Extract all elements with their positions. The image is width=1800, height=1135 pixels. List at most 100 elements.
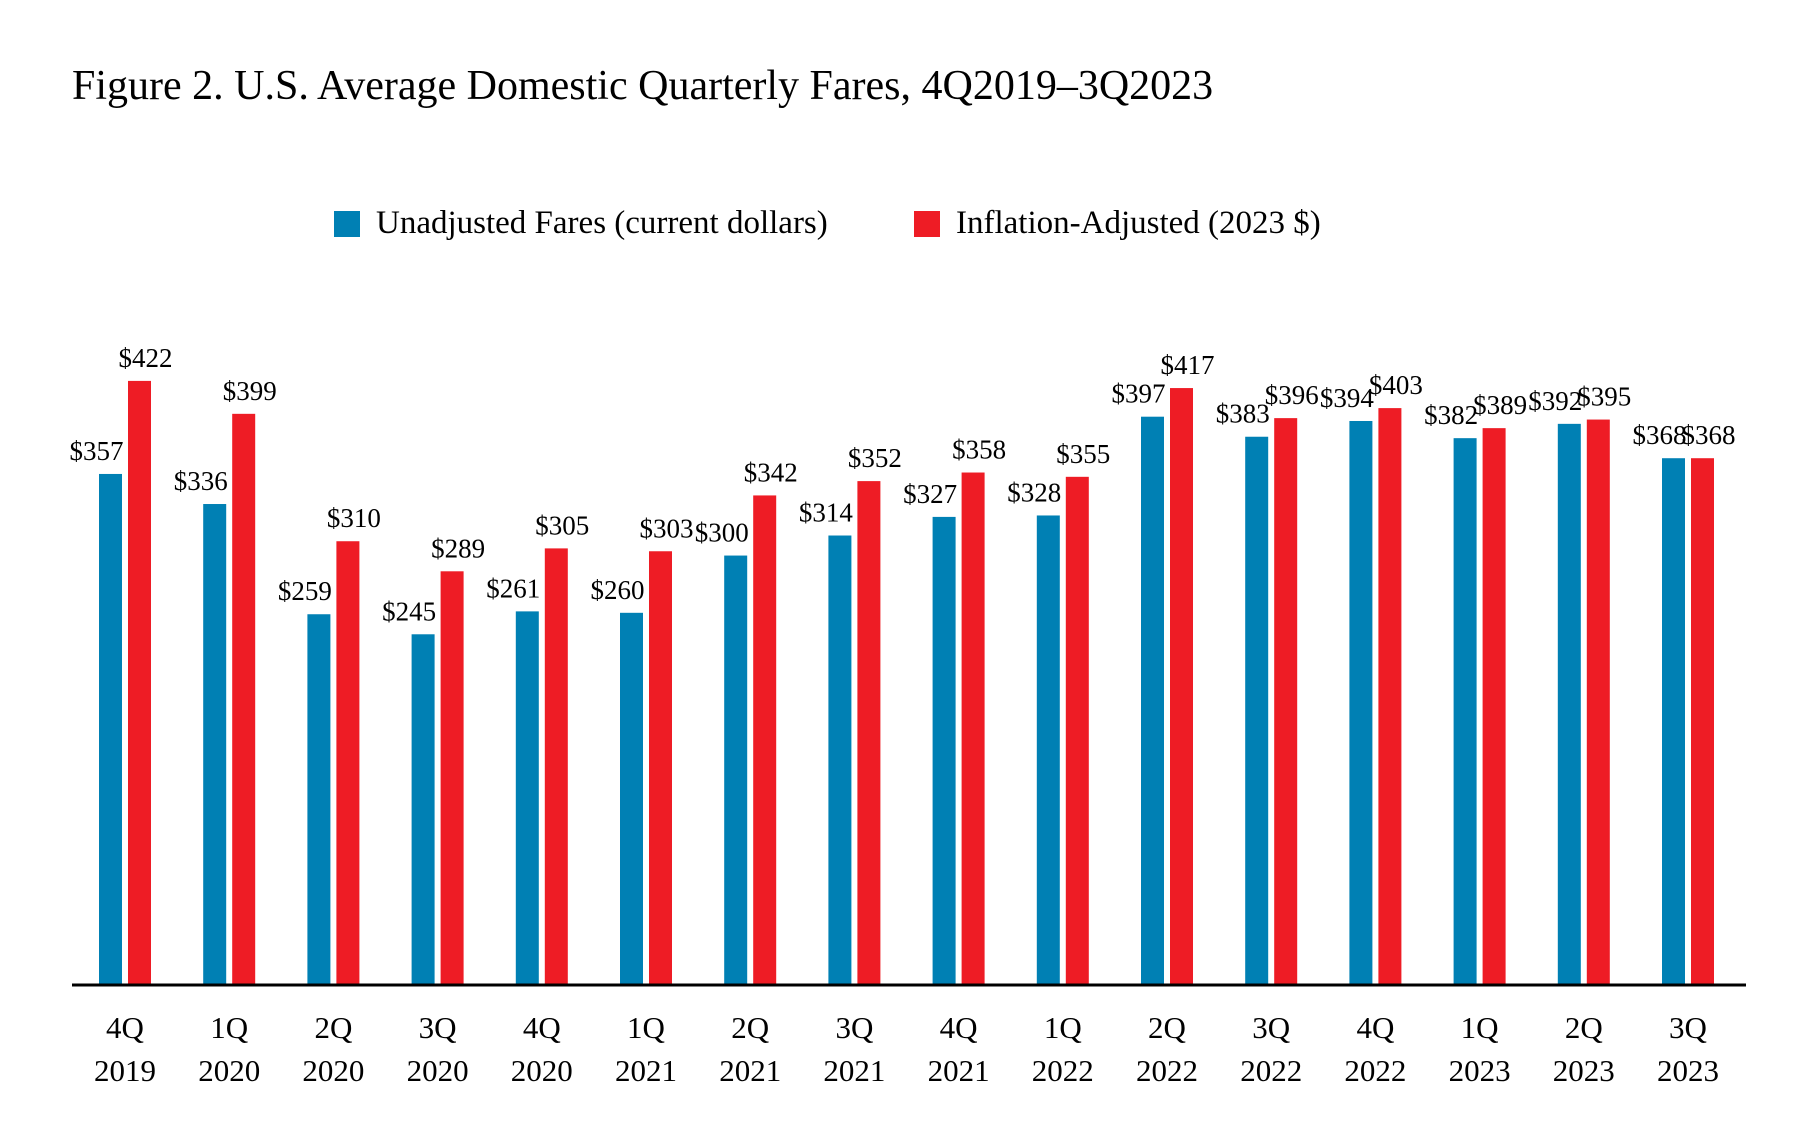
bar-unadjusted-2 — [307, 614, 331, 985]
data-label-inflation-adjusted-13: $389 — [1473, 390, 1527, 420]
data-label-unadjusted-0: $357 — [70, 436, 124, 466]
bar-inflation-adjusted-2 — [336, 541, 360, 985]
bar-unadjusted-6 — [724, 555, 748, 985]
x-tick-label-quarter-4: 4Q — [523, 1010, 561, 1045]
x-tick-label-quarter-12: 4Q — [1356, 1010, 1394, 1045]
x-tick-label-year-6: 2021 — [719, 1053, 781, 1088]
legend-label-unadjusted: Unadjusted Fares (current dollars) — [376, 205, 828, 241]
bar-inflation-adjusted-5 — [649, 551, 672, 985]
x-tick-label-quarter-11: 3Q — [1252, 1010, 1290, 1045]
x-tick-label-year-10: 2022 — [1136, 1053, 1198, 1088]
x-tick-label-year-9: 2022 — [1032, 1053, 1094, 1088]
x-tick-label-quarter-2: 2Q — [314, 1010, 352, 1045]
data-label-inflation-adjusted-11: $396 — [1265, 380, 1319, 410]
data-label-unadjusted-11: $383 — [1216, 399, 1270, 429]
x-tick-label-year-13: 2023 — [1449, 1053, 1511, 1088]
bar-inflation-adjusted-14 — [1586, 419, 1610, 985]
data-label-inflation-adjusted-1: $399 — [223, 376, 277, 406]
legend-swatch-inflation-adjusted — [914, 210, 940, 237]
legend: Unadjusted Fares (current dollars) Infla… — [0, 205, 1800, 255]
x-tick-label-quarter-10: 2Q — [1148, 1010, 1186, 1045]
bar-inflation-adjusted-9 — [1065, 476, 1089, 985]
legend-item-inflation-adjusted: Inflation-Adjusted (2023 $) — [914, 205, 1321, 242]
data-label-inflation-adjusted-12: $403 — [1369, 370, 1423, 400]
bar-unadjusted-10 — [1141, 416, 1164, 986]
data-label-inflation-adjusted-7: $352 — [848, 443, 902, 473]
bar-unadjusted-13 — [1453, 438, 1477, 985]
bar-unadjusted-0 — [99, 473, 122, 985]
x-tick-label-year-0: 2019 — [94, 1053, 156, 1088]
data-label-unadjusted-5: $260 — [591, 575, 645, 605]
bar-unadjusted-3 — [411, 634, 435, 985]
bar-unadjusted-8 — [932, 516, 956, 985]
bar-unadjusted-12 — [1349, 420, 1373, 985]
x-tick-label-year-8: 2021 — [928, 1053, 990, 1088]
x-tick-label-year-1: 2020 — [198, 1053, 260, 1088]
bar-inflation-adjusted-10 — [1170, 388, 1193, 985]
data-label-unadjusted-1: $336 — [174, 466, 228, 496]
bar-unadjusted-1 — [203, 504, 227, 985]
legend-label-inflation-adjusted: Inflation-Adjusted (2023 $) — [956, 205, 1321, 241]
data-label-inflation-adjusted-0: $422 — [119, 343, 173, 373]
x-tick-label-quarter-0: 4Q — [106, 1010, 144, 1045]
data-label-unadjusted-2: $259 — [278, 576, 332, 606]
x-tick-label-year-11: 2022 — [1240, 1053, 1302, 1088]
x-tick-label-year-15: 2023 — [1657, 1053, 1719, 1088]
x-tick-label-year-2: 2020 — [302, 1053, 364, 1088]
x-tick-label-quarter-9: 1Q — [1044, 1010, 1082, 1045]
bar-inflation-adjusted-15 — [1691, 458, 1714, 985]
data-label-unadjusted-9: $328 — [1007, 477, 1061, 507]
data-label-inflation-adjusted-15: $368 — [1682, 420, 1736, 450]
data-label-inflation-adjusted-8: $358 — [952, 435, 1006, 465]
x-tick-label-year-14: 2023 — [1553, 1053, 1615, 1088]
data-label-inflation-adjusted-9: $355 — [1056, 439, 1110, 469]
x-tick-label-quarter-5: 1Q — [627, 1010, 665, 1045]
chart-title: Figure 2. U.S. Average Domestic Quarterl… — [72, 63, 1214, 109]
x-tick-label-year-4: 2020 — [511, 1053, 573, 1088]
legend-item-unadjusted: Unadjusted Fares (current dollars) — [334, 205, 828, 242]
x-tick-label-year-7: 2021 — [823, 1053, 885, 1088]
bar-inflation-adjusted-4 — [544, 548, 568, 985]
legend-swatch-unadjusted — [334, 210, 360, 237]
data-label-unadjusted-12: $394 — [1320, 383, 1375, 413]
bar-inflation-adjusted-8 — [961, 472, 985, 985]
x-tick-label-quarter-15: 3Q — [1669, 1010, 1707, 1045]
data-label-inflation-adjusted-14: $395 — [1577, 382, 1631, 412]
x-tick-label-quarter-3: 3Q — [419, 1010, 457, 1045]
data-label-unadjusted-4: $261 — [486, 573, 540, 603]
x-tick-label-quarter-14: 2Q — [1565, 1010, 1603, 1045]
data-label-inflation-adjusted-5: $303 — [640, 513, 694, 543]
data-label-unadjusted-13: $382 — [1424, 400, 1478, 430]
data-label-unadjusted-7: $314 — [799, 498, 854, 528]
bar-unadjusted-4 — [515, 611, 539, 985]
data-label-unadjusted-3: $245 — [382, 596, 436, 626]
data-label-unadjusted-10: $397 — [1112, 379, 1166, 409]
bar-unadjusted-7 — [828, 535, 852, 985]
bar-inflation-adjusted-12 — [1378, 408, 1402, 986]
x-tick-label-quarter-7: 3Q — [835, 1010, 873, 1045]
bar-unadjusted-14 — [1557, 423, 1581, 985]
bar-inflation-adjusted-3 — [440, 571, 464, 985]
bar-inflation-adjusted-1 — [232, 413, 256, 985]
x-tick-label-year-5: 2021 — [615, 1053, 677, 1088]
data-label-unadjusted-6: $300 — [695, 518, 749, 548]
data-label-inflation-adjusted-2: $310 — [327, 503, 381, 533]
bar-inflation-adjusted-13 — [1482, 428, 1506, 986]
data-label-inflation-adjusted-4: $305 — [535, 510, 589, 540]
data-label-unadjusted-14: $392 — [1528, 386, 1582, 416]
bar-inflation-adjusted-11 — [1274, 418, 1298, 986]
x-tick-label-year-3: 2020 — [407, 1053, 469, 1088]
bar-unadjusted-15 — [1662, 458, 1685, 985]
bar-inflation-adjusted-6 — [753, 495, 777, 985]
x-tick-label-quarter-13: 1Q — [1461, 1010, 1499, 1045]
data-label-unadjusted-8: $327 — [903, 479, 957, 509]
data-label-unadjusted-15: $368 — [1633, 420, 1687, 450]
x-tick-label-quarter-6: 2Q — [731, 1010, 769, 1045]
bar-unadjusted-5 — [620, 612, 643, 985]
bar-unadjusted-11 — [1245, 436, 1269, 986]
data-label-inflation-adjusted-6: $342 — [744, 457, 798, 487]
data-label-inflation-adjusted-3: $289 — [431, 533, 485, 563]
bar-inflation-adjusted-0 — [128, 380, 151, 986]
x-tick-label-year-12: 2022 — [1344, 1053, 1406, 1088]
